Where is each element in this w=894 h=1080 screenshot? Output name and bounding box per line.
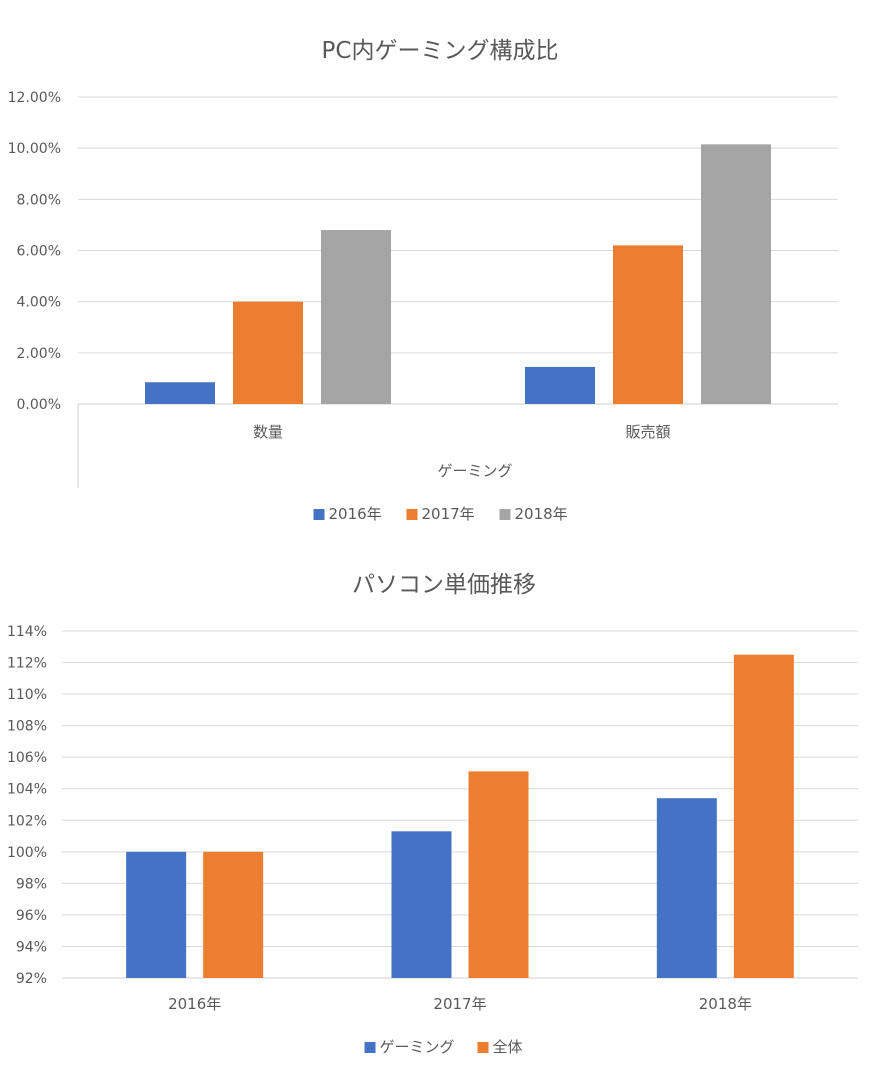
bar-2-1 bbox=[733, 654, 794, 978]
y-tick-label-0: 92% bbox=[16, 971, 47, 987]
legend-swatch-0 bbox=[313, 509, 325, 520]
y-tick-label-10: 112% bbox=[7, 656, 47, 672]
y-tick-label-5: 10.00% bbox=[8, 141, 61, 157]
legend-label-2: 2018年 bbox=[515, 505, 568, 523]
y-tick-label-9: 110% bbox=[7, 687, 47, 703]
chart2-title: パソコン単価推移 bbox=[352, 572, 536, 598]
legend-swatch-0 bbox=[364, 1042, 376, 1053]
legend-label-1: 2017年 bbox=[422, 505, 475, 523]
y-tick-label-2: 4.00% bbox=[17, 295, 61, 311]
legend-swatch-1 bbox=[406, 509, 418, 520]
y-tick-label-2: 96% bbox=[16, 908, 47, 924]
y-tick-label-3: 98% bbox=[16, 876, 47, 892]
chart2-legend: ゲーミング 全体 bbox=[364, 1038, 523, 1056]
bar-2-0 bbox=[656, 798, 717, 978]
y-tick-label-1: 94% bbox=[16, 939, 47, 955]
chart2-y-ticks: 92% 94% 96% 98% 100% 102% 104% 106% 108% 110% 112%… bbox=[7, 624, 47, 987]
bar-1-0 bbox=[391, 831, 452, 978]
y-tick-label-6: 104% bbox=[7, 782, 47, 798]
category-label-2: 2018年 bbox=[699, 995, 752, 1013]
legend-swatch-2 bbox=[499, 509, 511, 520]
chart1-legend: 2016年 2017年 2018年 bbox=[313, 505, 568, 523]
bar-0-1 bbox=[233, 301, 303, 404]
legend-label-0: 2016年 bbox=[329, 505, 382, 523]
bar-1-2 bbox=[701, 144, 771, 404]
chart-gaming-share: PC内ゲーミング構成比 0.00% 2.00% 4.00% 6.00% 8.00% 10.… bbox=[8, 38, 838, 523]
legend-swatch-1 bbox=[477, 1042, 489, 1053]
chart2-gridlines bbox=[62, 630, 858, 979]
chart1-y-ticks: 0.00% 2.00% 4.00% 6.00% 8.00% 10.00% 12.00% bbox=[8, 90, 61, 413]
bar-1-1 bbox=[613, 245, 683, 404]
bar-0-2 bbox=[321, 230, 391, 404]
y-tick-label-4: 8.00% bbox=[17, 192, 61, 208]
chart-pc-unit-price: パソコン単価推移 92% 94% 96% 98% 100% 102% 104% 106% 108… bbox=[7, 572, 858, 1056]
chart1-title: PC内ゲーミング構成比 bbox=[322, 38, 559, 64]
y-tick-label-7: 106% bbox=[7, 750, 47, 766]
y-tick-label-6: 12.00% bbox=[8, 90, 61, 106]
bar-1-0 bbox=[525, 366, 595, 404]
category-label-0: 2016年 bbox=[168, 995, 221, 1013]
y-tick-label-11: 114% bbox=[7, 624, 47, 640]
bar-0-0 bbox=[126, 851, 187, 978]
y-tick-label-1: 2.00% bbox=[17, 346, 61, 362]
chart2-category-labels: 2016年 2017年 2018年 bbox=[168, 995, 752, 1013]
chart2-bars bbox=[126, 654, 794, 978]
chart1-bars bbox=[145, 144, 771, 404]
legend-label-0: ゲーミング bbox=[380, 1038, 455, 1056]
y-tick-label-5: 102% bbox=[7, 813, 47, 829]
bar-1-1 bbox=[468, 771, 529, 978]
category-label-1: 2017年 bbox=[433, 995, 486, 1013]
chart1-group-label: ゲーミング bbox=[437, 462, 512, 480]
legend-label-1: 全体 bbox=[493, 1038, 523, 1056]
bar-0-1 bbox=[203, 851, 264, 978]
y-tick-label-0: 0.00% bbox=[17, 397, 61, 413]
y-tick-label-8: 108% bbox=[7, 719, 47, 735]
category-label-1: 販売額 bbox=[625, 423, 670, 441]
bar-0-0 bbox=[145, 382, 215, 404]
y-tick-label-3: 6.00% bbox=[17, 244, 61, 260]
chart1-category-labels: 数量 販売額 bbox=[253, 423, 671, 441]
category-label-0: 数量 bbox=[253, 423, 283, 441]
y-tick-label-4: 100% bbox=[7, 845, 47, 861]
